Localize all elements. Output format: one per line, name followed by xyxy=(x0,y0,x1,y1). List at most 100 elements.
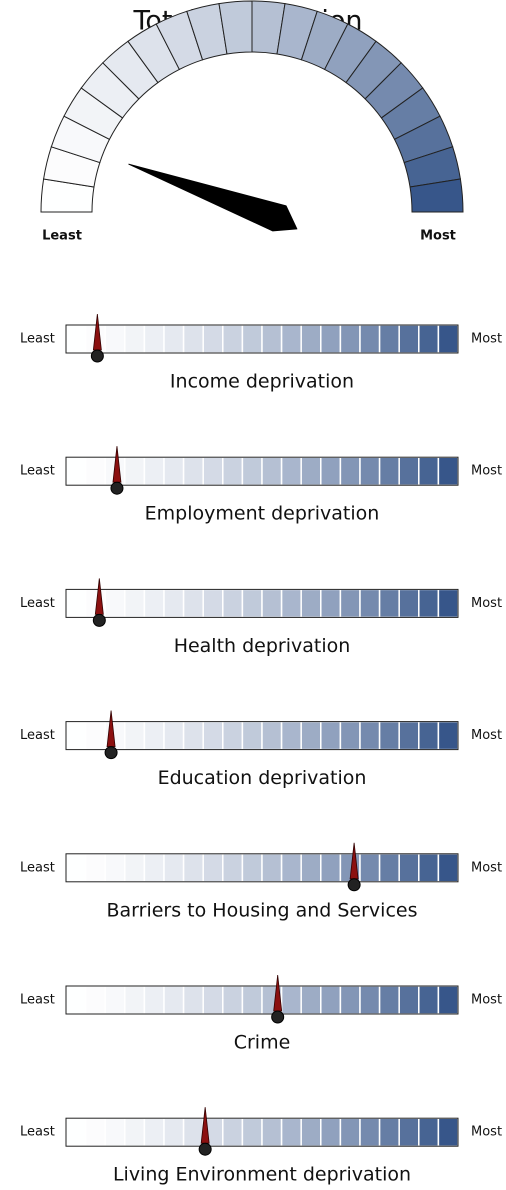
slider-segment xyxy=(418,1117,440,1147)
slider-segment xyxy=(84,1117,106,1147)
slider-segment xyxy=(280,324,302,354)
slider-segment xyxy=(378,853,400,883)
slider-segment xyxy=(84,720,106,751)
slider-segment xyxy=(437,456,459,486)
slider-segment xyxy=(300,985,322,1015)
slider-segment xyxy=(202,853,224,883)
slider-segment xyxy=(241,1117,263,1147)
slider-segment xyxy=(143,1117,165,1147)
slider-segment xyxy=(300,853,322,883)
slider-segment xyxy=(418,588,440,619)
slider-needle xyxy=(110,446,124,495)
slider-segment xyxy=(163,588,185,619)
slider-segment xyxy=(261,720,283,751)
slider-segment xyxy=(320,853,342,883)
slider-segment xyxy=(124,456,146,486)
slider-segment xyxy=(222,853,244,883)
slider-segment xyxy=(320,1117,342,1147)
slider-segment xyxy=(398,456,420,486)
slider-max-label: Most xyxy=(471,860,502,875)
slider-needle xyxy=(92,578,106,627)
slider-frame xyxy=(65,853,459,883)
slider-segment xyxy=(182,853,204,883)
slider-needle xyxy=(104,710,118,760)
slider-segment xyxy=(398,588,420,619)
slider-segment xyxy=(437,985,459,1015)
slider-min-label: Least xyxy=(20,464,55,479)
slider-frame xyxy=(65,985,459,1015)
slider-segment xyxy=(124,853,146,883)
slider-segment xyxy=(241,853,263,883)
slider-segment xyxy=(143,985,165,1015)
slider-segment xyxy=(202,324,224,354)
slider-segment xyxy=(339,720,361,751)
slider-segment xyxy=(261,588,283,619)
slider-segment xyxy=(339,588,361,619)
slider-segment xyxy=(359,720,381,751)
slider-segment xyxy=(222,324,244,354)
slider-max-label: Most xyxy=(471,728,502,743)
slider-segment xyxy=(241,985,263,1015)
slider-segment xyxy=(202,720,224,751)
slider-segment xyxy=(280,853,302,883)
slider-segment xyxy=(182,456,204,486)
needle-knob xyxy=(90,349,104,363)
slider-segment xyxy=(163,720,185,751)
slider-segment xyxy=(143,588,165,619)
slider-segment xyxy=(222,456,244,486)
slider-segment xyxy=(202,456,224,486)
slider-segment xyxy=(241,456,263,486)
slider-title: Employment deprivation xyxy=(145,503,380,525)
slider-segment xyxy=(163,853,185,883)
slider-segment xyxy=(418,853,440,883)
slider-segment xyxy=(65,456,87,486)
slider-min-label: Least xyxy=(20,332,55,347)
slider-segment xyxy=(398,324,420,354)
slider-segment xyxy=(339,456,361,486)
slider-needle xyxy=(198,1107,212,1156)
slider-segment xyxy=(359,456,381,486)
slider-frame xyxy=(65,588,459,618)
slider-segment xyxy=(378,456,400,486)
slider-segment xyxy=(163,1117,185,1147)
slider-segment xyxy=(418,985,440,1015)
slider-segment xyxy=(261,853,283,883)
slider-frame xyxy=(65,1117,459,1147)
slider-title: Income deprivation xyxy=(170,371,354,393)
slider-segment xyxy=(143,324,165,354)
slider-needle xyxy=(90,313,104,363)
slider-max-label: Most xyxy=(471,464,502,479)
slider-segment xyxy=(65,853,87,883)
slider-segment xyxy=(241,324,263,354)
slider-segment xyxy=(261,456,283,486)
slider-segment xyxy=(320,720,342,751)
slider-segment xyxy=(359,853,381,883)
slider-min-label: Least xyxy=(20,596,55,611)
slider-segment xyxy=(182,588,204,619)
slider-segment xyxy=(339,324,361,354)
slider-segment xyxy=(261,324,283,354)
slider-segment xyxy=(339,1117,361,1147)
slider-needle xyxy=(347,842,361,892)
slider-segment xyxy=(124,985,146,1015)
slider-title: Education deprivation xyxy=(158,767,367,789)
slider-segment xyxy=(437,1117,459,1147)
gauge-min-label: Least xyxy=(42,229,82,244)
slider-segment xyxy=(300,324,322,354)
slider-segment xyxy=(202,588,224,619)
slider-segment xyxy=(320,985,342,1015)
slider-max-label: Most xyxy=(471,993,502,1008)
slider-segment xyxy=(437,720,459,751)
slider-segment xyxy=(437,588,459,619)
slider-segment xyxy=(222,1117,244,1147)
slider-segment xyxy=(300,588,322,619)
slider-max-label: Most xyxy=(471,596,502,611)
slider-max-label: Most xyxy=(471,332,502,347)
slider-segment xyxy=(280,1117,302,1147)
slider-segment xyxy=(300,720,322,751)
slider-segment xyxy=(104,324,126,354)
slider-segment xyxy=(280,588,302,619)
slider-segment xyxy=(124,720,146,751)
slider-title: Health deprivation xyxy=(174,635,351,657)
